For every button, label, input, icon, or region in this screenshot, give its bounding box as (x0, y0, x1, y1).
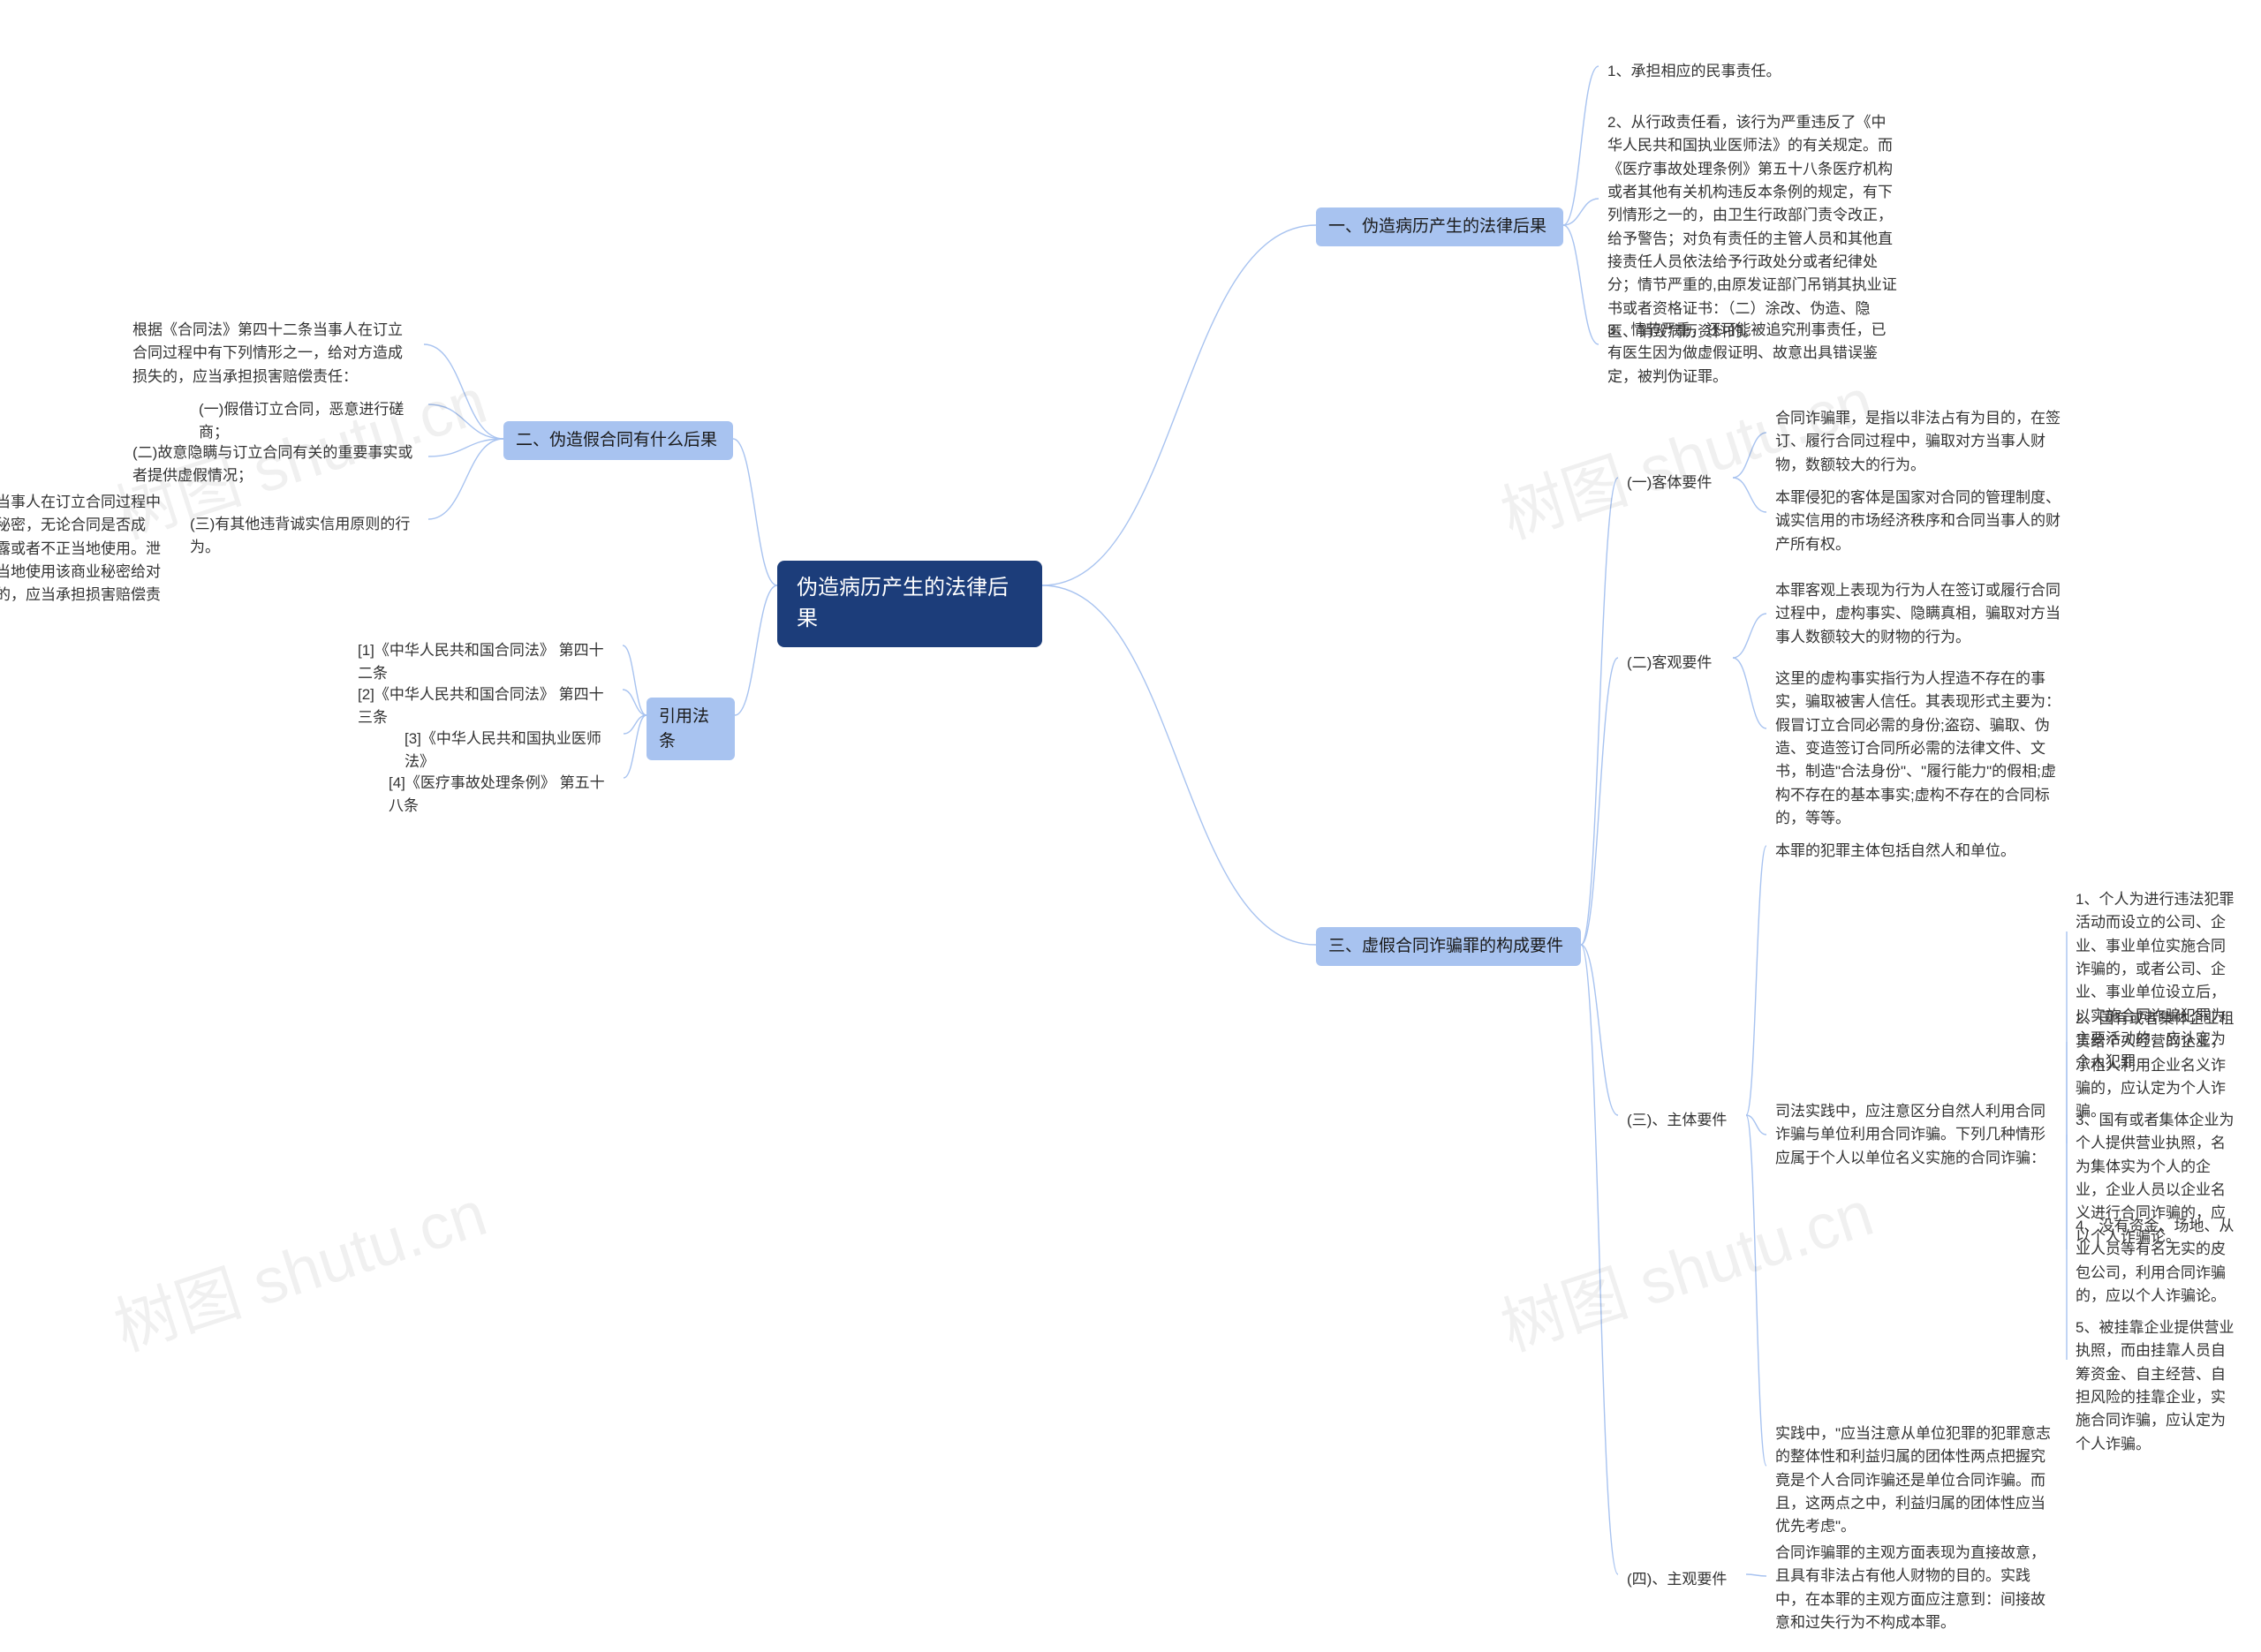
leaf-r1c[interactable]: 3、情节严重，还可能被追究刑事责任，已有医生因为做虚假证明、故意出具错误鉴定，被… (1599, 313, 1908, 394)
leaf-r2c1[interactable]: 本罪的犯罪主体包括自然人和单位。 (1766, 834, 2031, 868)
leaf-r2d[interactable]: (四)、主观要件 (1618, 1563, 1746, 1596)
watermark: 树图 shutu.cn (101, 1161, 495, 1369)
watermark: 树图 shutu.cn (1487, 1161, 1882, 1369)
leaf-r2a2[interactable]: 本罪侵犯的客体是国家对合同的管理制度、诚实信用的市场经济秩序和合同当事人的财产所… (1766, 481, 2071, 562)
leaf-l1c[interactable]: (二)故意隐瞒与订立合同有关的重要事实或者提供虚假情况； (124, 436, 428, 494)
mindmap-canvas: 树图 shutu.cn树图 shutu.cn树图 shutu.cn树图 shut… (0, 0, 2261, 1652)
branch-lb2[interactable]: 引用法条 (647, 698, 735, 760)
branch-rb1[interactable]: 一、伪造病历产生的法律后果 (1316, 207, 1563, 246)
leaf-r2b2[interactable]: 这里的虚构事实指行为人捏造不存在的事实，骗取被害人信任。其表现形式主要为：假冒订… (1766, 662, 2071, 835)
leaf-r2a[interactable]: (一)客体要件 (1618, 466, 1733, 500)
leaf-r2c3[interactable]: 实践中，"应当注意从单位犯罪的犯罪意志的整体性和利益归属的团体性两点把握究竟是个… (1766, 1417, 2067, 1544)
leaf-g4[interactable]: 4、没有资金、场地、从业人员等有名无实的皮包公司，利用合同诈骗的，应以个人诈骗论… (2067, 1210, 2243, 1313)
leaf-r2c2[interactable]: 司法实践中，应注意区分自然人利用合同诈骗与单位利用合同诈骗。下列几种情形应属于个… (1766, 1095, 2067, 1175)
leaf-l2d[interactable]: [4]《医疗事故处理条例》 第五十八条 (380, 766, 624, 824)
leaf-r2b[interactable]: (二)客观要件 (1618, 646, 1733, 680)
leaf-l1d[interactable]: (三)有其他违背诚实信用原则的行为。 (181, 508, 428, 565)
leaf-r2d1[interactable]: 合同诈骗罪的主观方面表现为直接故意，且具有非法占有他人财物的目的。实践中，在本罪… (1766, 1536, 2067, 1640)
leaf-l1a[interactable]: 根据《合同法》第四十二条当事人在订立合同过程中有下列情形之一，给对方造成损失的，… (124, 313, 424, 394)
branch-rb2[interactable]: 三、虚假合同诈骗罪的构成要件 (1316, 927, 1581, 966)
leaf-g5[interactable]: 5、被挂靠企业提供营业执照，而由挂靠人员自筹资金、自主经营、自担风险的挂靠企业，… (2067, 1311, 2243, 1461)
leaf-r2c[interactable]: (三)、主体要件 (1618, 1104, 1746, 1137)
branch-lb1[interactable]: 二、伪造假合同有什么后果 (503, 421, 733, 460)
leaf-r2b1[interactable]: 本罪客观上表现为行为人在签订或履行合同过程中，虚构事实、隐瞒真相，骗取对方当事人… (1766, 574, 2071, 654)
leaf-l1d1[interactable]: 第四十三条当事人在订立合同过程中知悉的商业秘密，无论合同是否成立，不得泄露或者不… (0, 486, 177, 636)
root-node[interactable]: 伪造病历产生的法律后果 (777, 561, 1042, 647)
leaf-r2a1[interactable]: 合同诈骗罪，是指以非法占有为目的，在签订、履行合同过程中，骗取对方当事人财物，数… (1766, 402, 2071, 482)
leaf-r1a[interactable]: 1、承担相应的民事责任。 (1599, 55, 1828, 88)
